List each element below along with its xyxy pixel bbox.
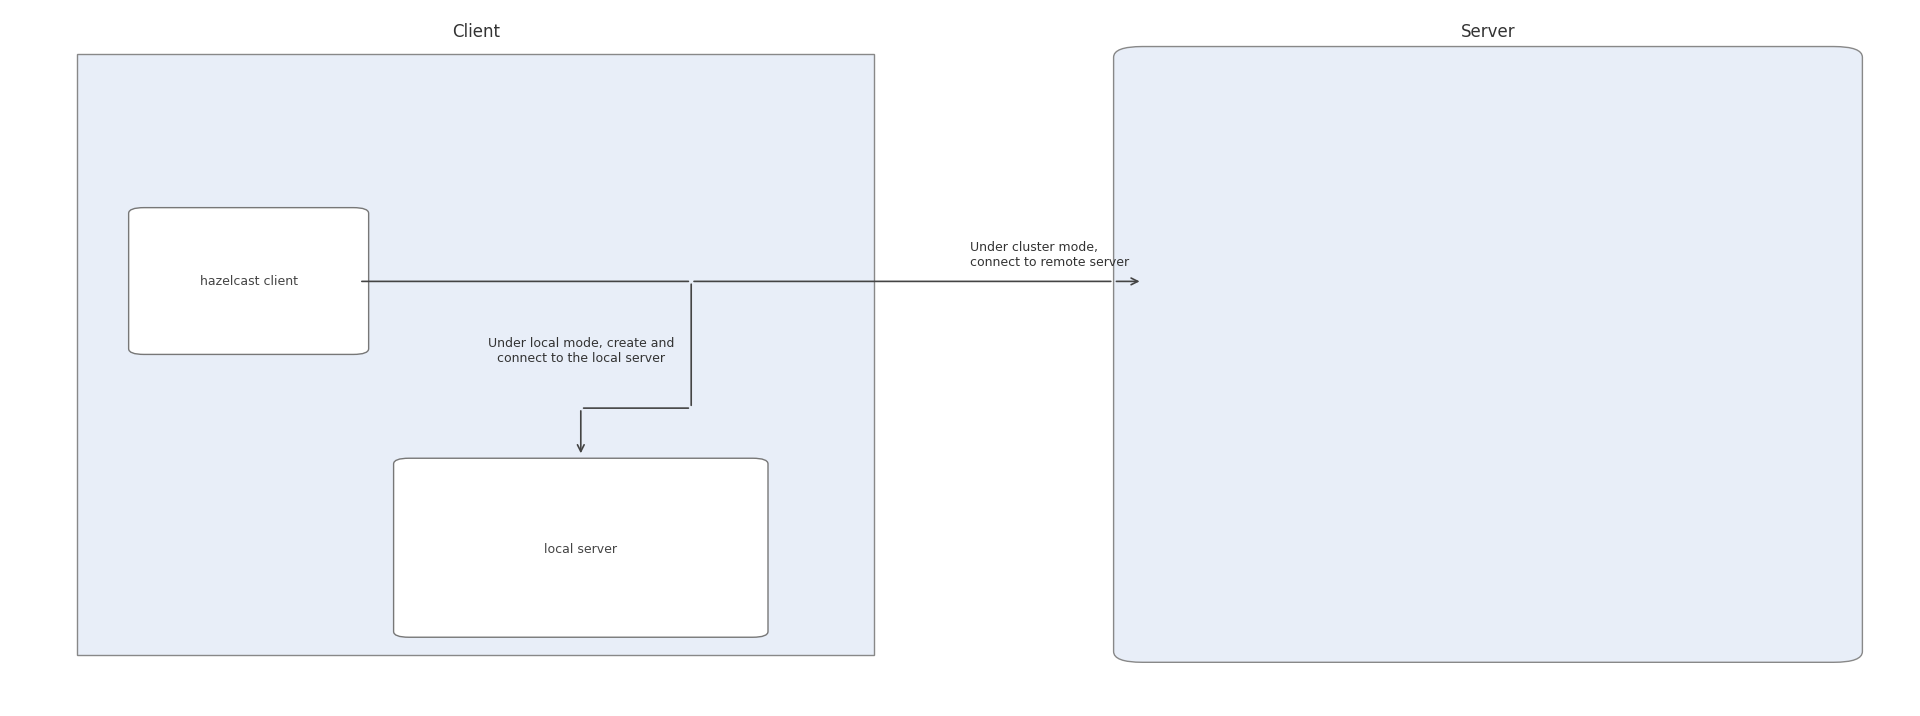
FancyBboxPatch shape xyxy=(394,458,768,637)
Text: Server: Server xyxy=(1461,23,1515,42)
Text: Under cluster mode,
connect to remote server: Under cluster mode, connect to remote se… xyxy=(970,241,1129,268)
Text: hazelcast client: hazelcast client xyxy=(200,275,298,288)
FancyBboxPatch shape xyxy=(129,208,369,354)
FancyBboxPatch shape xyxy=(1114,47,1862,662)
Text: Client: Client xyxy=(453,23,499,42)
Text: local server: local server xyxy=(543,543,618,556)
Bar xyxy=(77,54,874,655)
Text: Under local mode, create and
connect to the local server: Under local mode, create and connect to … xyxy=(488,337,674,365)
